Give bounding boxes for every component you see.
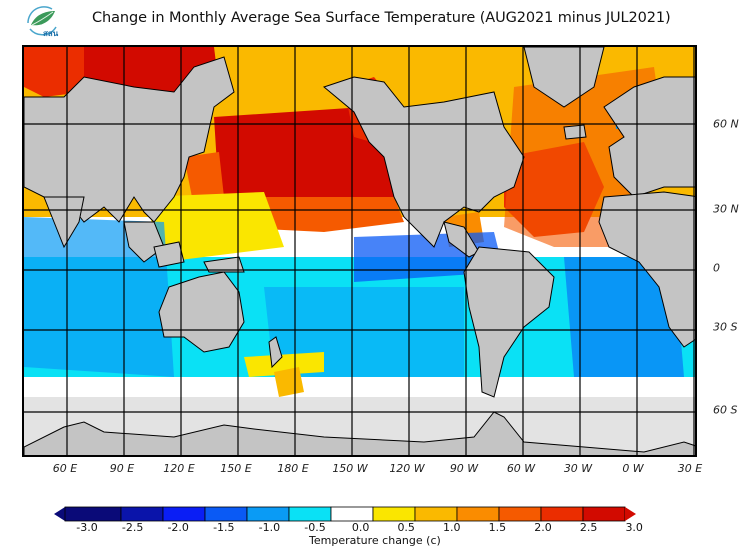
colorbar-tick-label: 2.0 bbox=[534, 521, 552, 534]
agency-leaf-logo-icon bbox=[22, 3, 62, 39]
lon-label-60e: 60 E bbox=[52, 462, 78, 475]
colorbar-bin bbox=[64, 506, 122, 522]
sst-map bbox=[24, 47, 695, 455]
colorbar-tick-label: -1.5 bbox=[213, 521, 235, 534]
lon-label-150e: 150 E bbox=[220, 462, 252, 475]
colorbar-bin bbox=[162, 506, 206, 522]
arctic-nw-hot bbox=[24, 47, 84, 97]
colorbar-bin bbox=[330, 506, 374, 522]
land-borneo bbox=[153, 241, 185, 268]
lon-label-120e: 120 E bbox=[163, 462, 195, 475]
lon-label-30w: 30 W bbox=[563, 462, 593, 475]
lon-label-120w: 120 W bbox=[389, 462, 425, 475]
land-greenland bbox=[523, 47, 605, 108]
lon-label-30e: 30 E bbox=[677, 462, 703, 475]
colorbar-tick-label: 0.5 bbox=[397, 521, 415, 534]
japan-sea-warm bbox=[184, 152, 224, 207]
colorbar-title: Temperature change (c) bbox=[309, 534, 441, 547]
colorbar-min-arrow bbox=[54, 507, 65, 521]
colorbar-tick-label: -2.5 bbox=[121, 521, 144, 534]
colorbar-bin bbox=[204, 506, 248, 522]
colorbar-bin bbox=[414, 506, 458, 522]
colorbar-tick-label: -2.0 bbox=[167, 521, 189, 534]
colorbar-bin bbox=[120, 506, 164, 522]
lon-label-180e: 180 E bbox=[277, 462, 309, 475]
map-title: Change in Monthly Average Sea Surface Te… bbox=[92, 10, 671, 26]
land-australia bbox=[158, 271, 245, 353]
lon-label-90e: 90 E bbox=[109, 462, 135, 475]
colorbar-tick-label: -0.5 bbox=[304, 521, 326, 534]
land-north-america bbox=[322, 76, 525, 248]
colorbar-tick-label: -1.0 bbox=[258, 521, 281, 534]
map-plot-area bbox=[22, 45, 697, 457]
colorbar-tick-label: 2.5 bbox=[579, 521, 598, 534]
lon-label-60w: 60 W bbox=[506, 462, 536, 475]
lat-label-60n: 60 N bbox=[713, 117, 739, 131]
colorbar-tick-label: -3.0 bbox=[76, 521, 98, 534]
south-atlantic-cool bbox=[564, 257, 684, 377]
colorbar-tick-label: 1.5 bbox=[488, 521, 507, 534]
colorbar-bin bbox=[372, 506, 416, 522]
logo-text: สสน bbox=[43, 29, 59, 38]
south-indian-yellow bbox=[244, 352, 324, 377]
land-antarctica bbox=[24, 411, 695, 455]
colorbar-bin bbox=[288, 506, 332, 522]
colorbar-bin bbox=[498, 506, 542, 522]
land-se-asia bbox=[123, 221, 165, 263]
lon-label-90w: 90 W bbox=[449, 462, 479, 475]
land-new-zealand bbox=[268, 336, 283, 369]
colorbar-tick-label: 0.0 bbox=[351, 521, 370, 534]
land-europe bbox=[603, 76, 695, 198]
lon-label-150w: 150 W bbox=[332, 462, 368, 475]
tasman-warm bbox=[274, 367, 304, 397]
land-new-guinea bbox=[203, 256, 245, 273]
lat-label-60s: 60 S bbox=[713, 403, 738, 417]
lat-label-30s: 30 S bbox=[713, 320, 738, 334]
colorbar-tick-label: 1.0 bbox=[443, 521, 461, 534]
colorbar-bin bbox=[540, 506, 584, 522]
graticule bbox=[24, 47, 695, 455]
lat-label-30n: 30 N bbox=[713, 202, 739, 216]
lon-label-0w: 0 W bbox=[622, 462, 644, 475]
colorbar-bin bbox=[456, 506, 500, 522]
indian-ocean-cool bbox=[24, 217, 174, 377]
colorbar bbox=[54, 506, 636, 522]
colorbar-tick-label: 3.0 bbox=[625, 521, 643, 534]
colorbar-bin bbox=[246, 506, 290, 522]
land-iceland bbox=[563, 124, 587, 140]
lat-label-0: 0 bbox=[713, 261, 720, 275]
colorbar-bin bbox=[582, 506, 626, 522]
colorbar-max-arrow bbox=[625, 507, 636, 521]
north-pacific-hot bbox=[214, 107, 399, 212]
land-south-america bbox=[463, 246, 555, 398]
